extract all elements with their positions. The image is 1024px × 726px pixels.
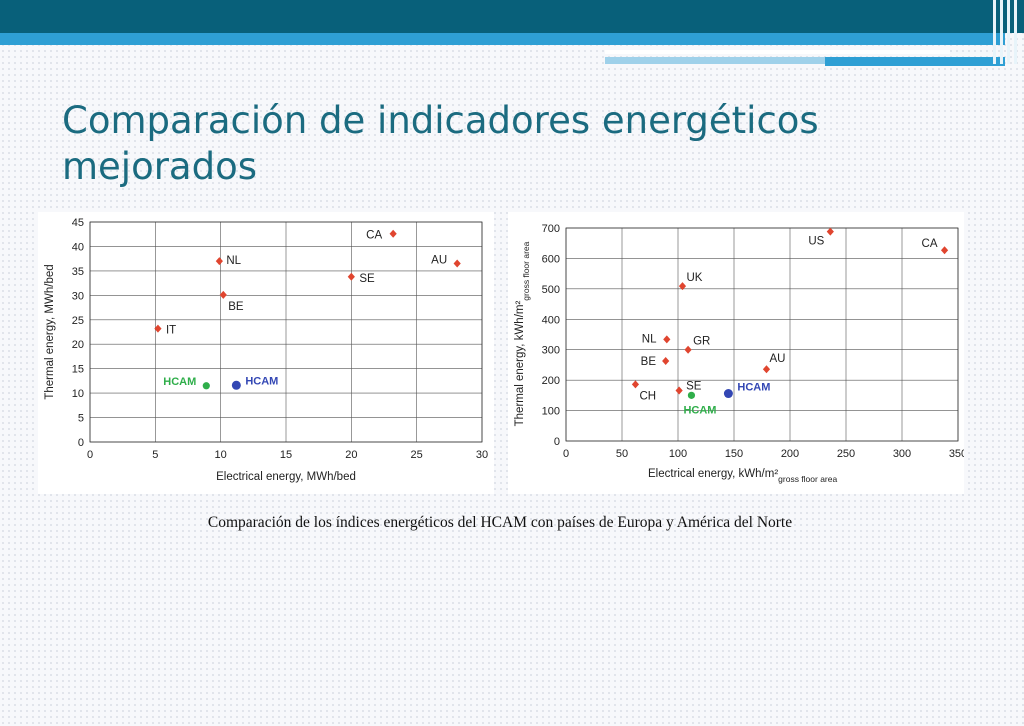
hcam-label: HCAM: [245, 375, 278, 387]
hcam-label: HCAM: [163, 376, 196, 388]
gridlines: [89, 221, 483, 443]
header-accent-line-light: [605, 57, 1005, 64]
y-axis-label: Thermal energy, kWh/m²gross floor area: [514, 241, 531, 426]
y-tick-label: 0: [78, 437, 84, 449]
hcam-marker: [231, 380, 241, 390]
y-tick-label: 25: [72, 315, 84, 327]
country-label: GR: [693, 336, 710, 348]
country-marker: [675, 386, 683, 395]
chart-per-area: 0 50 100 150 200 250 300 350 0 100 200 300 400 500 600…: [508, 212, 967, 494]
country-label: US: [808, 236, 824, 248]
y-tick-label: 45: [72, 217, 84, 229]
country-marker: [762, 365, 771, 374]
y-tick-label: 35: [72, 266, 84, 278]
y-tick-label: 500: [542, 284, 560, 296]
hcam-label: HCAM: [737, 382, 770, 394]
country-marker: [219, 290, 227, 299]
country-label: AU: [769, 353, 785, 365]
x-tick-label: 150: [725, 448, 743, 460]
header-stripe: [993, 0, 996, 64]
country-label: UK: [686, 272, 702, 284]
country-marker: [631, 380, 640, 389]
x-tick-label: 200: [781, 448, 799, 460]
country-label: NL: [226, 255, 241, 267]
x-tick-label: 300: [893, 448, 911, 460]
y-tick-label: 15: [72, 364, 84, 376]
slide-title: Comparación de indicadores energéticos m…: [62, 98, 962, 190]
x-tick-label: 25: [411, 449, 423, 461]
country-label: IT: [166, 325, 176, 337]
hcam-label: HCAM: [683, 404, 716, 416]
country-label: CH: [639, 390, 656, 402]
country-label: SE: [359, 273, 375, 285]
chart-per-area-svg: 0 50 100 150 200 250 300 350 0 100 200 300 400 500 600…: [514, 223, 967, 484]
country-marker: [453, 259, 461, 268]
country-marker: [347, 272, 355, 281]
y-tick-label: 100: [542, 406, 560, 418]
y-tick-label: 40: [72, 241, 84, 253]
hcam-marker: [202, 382, 210, 390]
y-tick-label: 700: [542, 223, 560, 235]
y-axis-label-subscript: gross floor area: [521, 241, 531, 300]
plot-frame: [565, 227, 959, 442]
country-marker: [940, 246, 949, 255]
y-tick-label: 200: [542, 375, 560, 387]
country-label: SE: [686, 380, 702, 392]
figure-caption: Comparación de los índices energéticos d…: [207, 514, 793, 531]
header-stripe: [1007, 0, 1010, 64]
chart-per-bed: 0 5 10 15 20 25 30 0 5 10 15 20 25 30 35 40 45 Electrical…: [38, 212, 494, 494]
y-tick-label: 30: [72, 290, 84, 302]
x-tick-label: 15: [280, 449, 292, 461]
header-stripe: [1000, 0, 1003, 64]
x-axis-label-subscript: gross floor area: [778, 474, 837, 484]
y-tick-label: 0: [554, 436, 560, 448]
header-bar: [0, 0, 1024, 33]
country-marker: [826, 227, 834, 236]
header-stripe: [1014, 0, 1017, 64]
x-tick-label: 5: [152, 449, 158, 461]
country-label: CA: [922, 238, 938, 250]
y-tick-label: 10: [72, 388, 84, 400]
y-tick-label: 400: [542, 314, 560, 326]
country-label: BE: [228, 301, 244, 313]
slide-title-line1: Comparación de indicadores energéticos: [62, 99, 819, 142]
y-axis-label: Thermal energy, MWh/bed: [44, 264, 56, 399]
x-tick-label: 350: [949, 448, 964, 460]
x-axis-label: Electrical energy, kWh/m²gross floor are…: [648, 468, 837, 484]
y-tick-label: 300: [542, 345, 560, 357]
country-label: BE: [641, 356, 657, 368]
hcam-marker: [687, 391, 696, 399]
country-marker: [154, 324, 162, 333]
country-label: AU: [431, 255, 447, 267]
country-label: CA: [366, 230, 382, 242]
x-tick-label: 250: [837, 448, 855, 460]
header-band: [0, 33, 1005, 45]
x-tick-label: 0: [87, 449, 93, 461]
chart-per-bed-svg: 0 5 10 15 20 25 30 0 5 10 15 20 25 30 35 40 45 Electrical…: [44, 217, 488, 483]
country-label: NL: [642, 333, 657, 345]
x-tick-label: 0: [563, 448, 569, 460]
x-tick-label: 30: [476, 449, 488, 461]
y-tick-label: 20: [72, 339, 84, 351]
header-accent-line-blue: [825, 57, 1005, 66]
country-marker: [684, 345, 692, 354]
y-tick-label: 5: [78, 413, 84, 425]
slide-title-line2: mejorados: [62, 145, 258, 188]
header-accent-line: [605, 50, 950, 54]
plot-frame: [89, 221, 483, 443]
country-marker: [215, 257, 223, 266]
country-marker: [662, 356, 670, 365]
gridlines: [565, 227, 959, 442]
country-marker: [663, 335, 671, 344]
x-tick-label: 20: [345, 449, 357, 461]
country-marker: [389, 229, 397, 238]
x-tick-label: 50: [616, 448, 628, 460]
y-tick-label: 600: [542, 253, 560, 265]
x-tick-label: 10: [215, 449, 227, 461]
hcam-marker: [723, 389, 733, 399]
x-tick-label: 100: [669, 448, 687, 460]
x-axis-label: Electrical energy, MWh/bed: [216, 471, 356, 483]
